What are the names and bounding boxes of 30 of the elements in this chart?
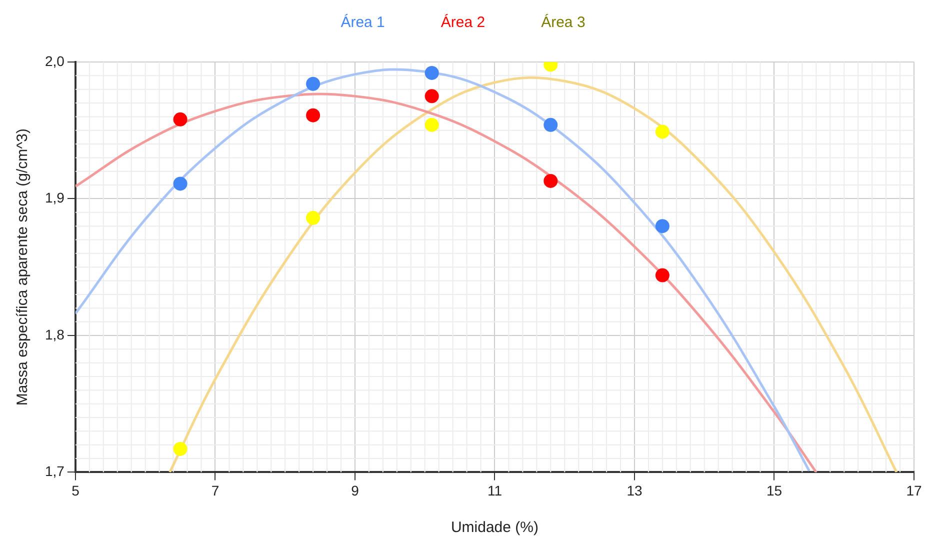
point <box>424 118 439 132</box>
point <box>306 210 320 225</box>
point <box>173 112 188 126</box>
y-tick-label: 1,8 <box>44 326 65 342</box>
x-tick-label: 7 <box>211 482 220 498</box>
point <box>306 76 320 91</box>
text: Área 1 <box>340 14 385 31</box>
x-tick-label: 15 <box>766 482 782 498</box>
y-tick-label: 1,7 <box>44 463 65 480</box>
point <box>655 268 670 282</box>
point <box>424 89 439 104</box>
y-tick-label: 1,9 <box>44 190 65 206</box>
x-tick-label: 17 <box>906 482 922 498</box>
point <box>544 118 558 132</box>
x-tick-label: 11 <box>487 482 502 498</box>
x-axis-title: Umidade (%) <box>450 519 538 536</box>
point <box>306 108 320 122</box>
y-tick-label: 2,0 <box>44 52 65 69</box>
point <box>173 176 188 191</box>
point <box>424 66 439 80</box>
point <box>173 442 188 456</box>
series-label: Área 3 <box>541 14 586 31</box>
x-tick-label: 13 <box>626 482 642 498</box>
point <box>655 124 670 139</box>
text: Área 2 <box>440 14 486 31</box>
point <box>655 219 670 234</box>
x-tick-label: 9 <box>351 482 360 498</box>
y-axis-title: Massa específica aparente seca (g/cm^3) <box>14 128 32 406</box>
point <box>544 174 558 188</box>
x-tick-label: 5 <box>72 482 80 498</box>
